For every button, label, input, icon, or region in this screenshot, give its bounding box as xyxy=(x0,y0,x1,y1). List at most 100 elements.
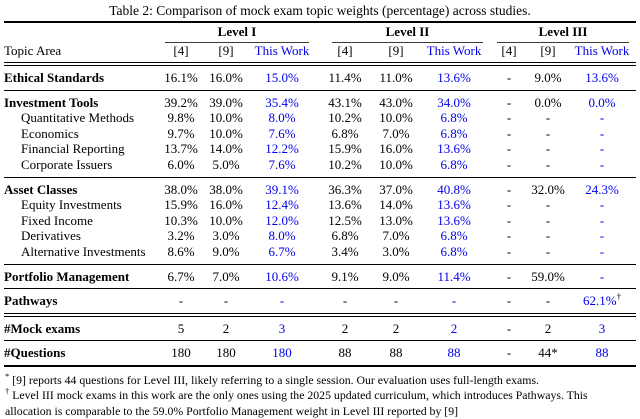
ref9-header-l1: [9] xyxy=(218,43,234,58)
empty-corner xyxy=(4,22,158,43)
value-cell: - xyxy=(506,212,512,228)
value-cell: 9.0% xyxy=(212,243,240,259)
value-cell: 39.0% xyxy=(209,94,243,110)
value-cell: 16.0% xyxy=(209,197,243,213)
table-row: Economics 9.7% 10.0% 7.6% 6.8% 7.0% 6.8% - - - xyxy=(4,126,636,142)
value-cell: 6.8% xyxy=(440,228,468,244)
value-cell: 7.0% xyxy=(382,228,410,244)
value-cell: - xyxy=(393,293,399,309)
row-label: Investment Tools xyxy=(4,94,99,110)
value-cell: 15.9% xyxy=(164,197,198,213)
row-label: Portfolio Management xyxy=(4,268,130,284)
row-label: Quantitative Methods xyxy=(21,110,135,126)
table-row: #Questions 180 180 180 88 88 88 - 44* 88 xyxy=(4,341,636,366)
row-label: Derivatives xyxy=(21,228,81,244)
value-cell: - xyxy=(545,212,551,228)
value-cell: 3.4% xyxy=(331,243,359,259)
footnotes: * [9] reports 44 questions for Level III… xyxy=(4,367,636,419)
value-cell: - xyxy=(506,293,512,309)
value-cell: 36.3% xyxy=(328,181,362,197)
table-row: Corporate Issuers 6.0% 5.0% 7.6% 10.2% 10.0% 6… xyxy=(4,157,636,177)
value-cell: 11.4% xyxy=(328,70,362,85)
value-cell: - xyxy=(599,228,605,244)
value-cell: 10.2% xyxy=(328,110,362,126)
value-cell: 6.7% xyxy=(268,243,296,259)
value-cell: 6.8% xyxy=(331,228,359,244)
ref4-header-l1: [4] xyxy=(173,43,189,58)
value-cell: 6.8% xyxy=(440,110,468,126)
value-cell: 10.0% xyxy=(209,212,243,228)
value-cell: 9.0% xyxy=(534,70,562,85)
value-cell: 13.6% xyxy=(437,197,471,213)
value-cell: 40.8% xyxy=(437,181,471,197)
value-cell: 10.3% xyxy=(164,212,198,228)
value-cell: 8.0% xyxy=(268,228,296,244)
value-cell: 35.4% xyxy=(265,94,299,110)
row-label: Financial Reporting xyxy=(21,141,125,157)
topic-area-header: Topic Area xyxy=(4,43,62,58)
value-cell: - xyxy=(599,141,605,157)
value-cell: - xyxy=(506,125,512,141)
value-cell: 14.0% xyxy=(379,197,413,213)
value-cell: 62.1%† xyxy=(582,291,622,309)
row-label: Alternative Investments xyxy=(21,243,146,259)
value-cell: 12.5% xyxy=(328,212,362,228)
value-cell: - xyxy=(506,156,512,172)
value-cell: 24.3% xyxy=(585,181,619,197)
value-cell: 39.2% xyxy=(164,94,198,110)
value-cell: 3.0% xyxy=(212,228,240,244)
value-cell: 13.0% xyxy=(379,212,413,228)
column-header-row: Topic Area [4] [9] This Work [4] [9] Thi… xyxy=(4,43,637,64)
value-cell: 11.4% xyxy=(437,268,471,284)
value-cell: - xyxy=(545,293,551,309)
table-section: Portfolio Management 6.7% 7.0% 10.6% 9.1% 9.0… xyxy=(4,264,637,289)
value-cell: 10.0% xyxy=(209,125,243,141)
value-cell: - xyxy=(223,293,229,309)
value-cell: 13.7% xyxy=(164,141,198,157)
value-cell: 2 xyxy=(392,320,400,336)
ref9-header-l2: [9] xyxy=(388,43,404,58)
table-row: Alternative Investments 8.6% 9.0% 6.7% 3.4% 3… xyxy=(4,244,636,264)
value-cell: - xyxy=(178,293,184,309)
footnote-dagger-marker: † xyxy=(5,386,10,397)
value-cell: - xyxy=(545,141,551,157)
value-cell: 15.0% xyxy=(265,70,299,85)
value-cell: 3 xyxy=(598,320,606,336)
table-row: #Mock exams 5 2 3 2 2 2 - 2 3 xyxy=(4,315,636,341)
value-cell: 11.0% xyxy=(379,70,413,85)
level-group-row: Level I Level II Level III xyxy=(4,22,636,43)
group-level-2: Level II xyxy=(316,22,490,43)
value-cell: - xyxy=(506,94,512,110)
this-work-header-l1: This Work xyxy=(254,43,310,58)
value-cell: - xyxy=(599,110,605,126)
value-cell: 10.0% xyxy=(379,156,413,172)
comparison-table: Level I Level II Level III Topic Area [4… xyxy=(4,21,637,367)
value-cell: 44* xyxy=(538,345,558,361)
value-cell: 10.6% xyxy=(265,268,299,284)
table-row: Portfolio Management 6.7% 7.0% 10.6% 9.1% 9.0… xyxy=(4,264,636,289)
value-cell: 6.7% xyxy=(167,268,195,284)
value-cell: - xyxy=(506,320,512,336)
value-cell: 6.8% xyxy=(440,156,468,172)
row-label: Fixed Income xyxy=(21,212,93,228)
value-cell: 7.0% xyxy=(212,268,240,284)
value-cell: - xyxy=(506,70,512,85)
value-cell: - xyxy=(599,197,605,213)
value-cell: 88 xyxy=(389,345,403,361)
footnote-star: * [9] reports 44 questions for Level III… xyxy=(5,372,635,389)
value-cell: 6.8% xyxy=(331,125,359,141)
footnote-star-text: [9] reports 44 questions for Level III, … xyxy=(12,372,539,387)
value-cell: 9.0% xyxy=(382,268,410,284)
ref4-header-l2: [4] xyxy=(337,43,353,58)
value-cell: 9.8% xyxy=(167,110,195,126)
table-row: Asset Classes 38.0% 38.0% 39.1% 36.3% 37.0% 40… xyxy=(4,177,636,197)
value-cell: 9.1% xyxy=(331,268,359,284)
value-cell: - xyxy=(599,268,605,284)
value-cell: - xyxy=(545,228,551,244)
value-cell: 6.8% xyxy=(440,125,468,141)
row-label: Pathways xyxy=(4,293,58,309)
value-cell: 88 xyxy=(338,345,352,361)
row-label: Asset Classes xyxy=(4,181,78,197)
value-cell: 13.6% xyxy=(437,70,471,85)
